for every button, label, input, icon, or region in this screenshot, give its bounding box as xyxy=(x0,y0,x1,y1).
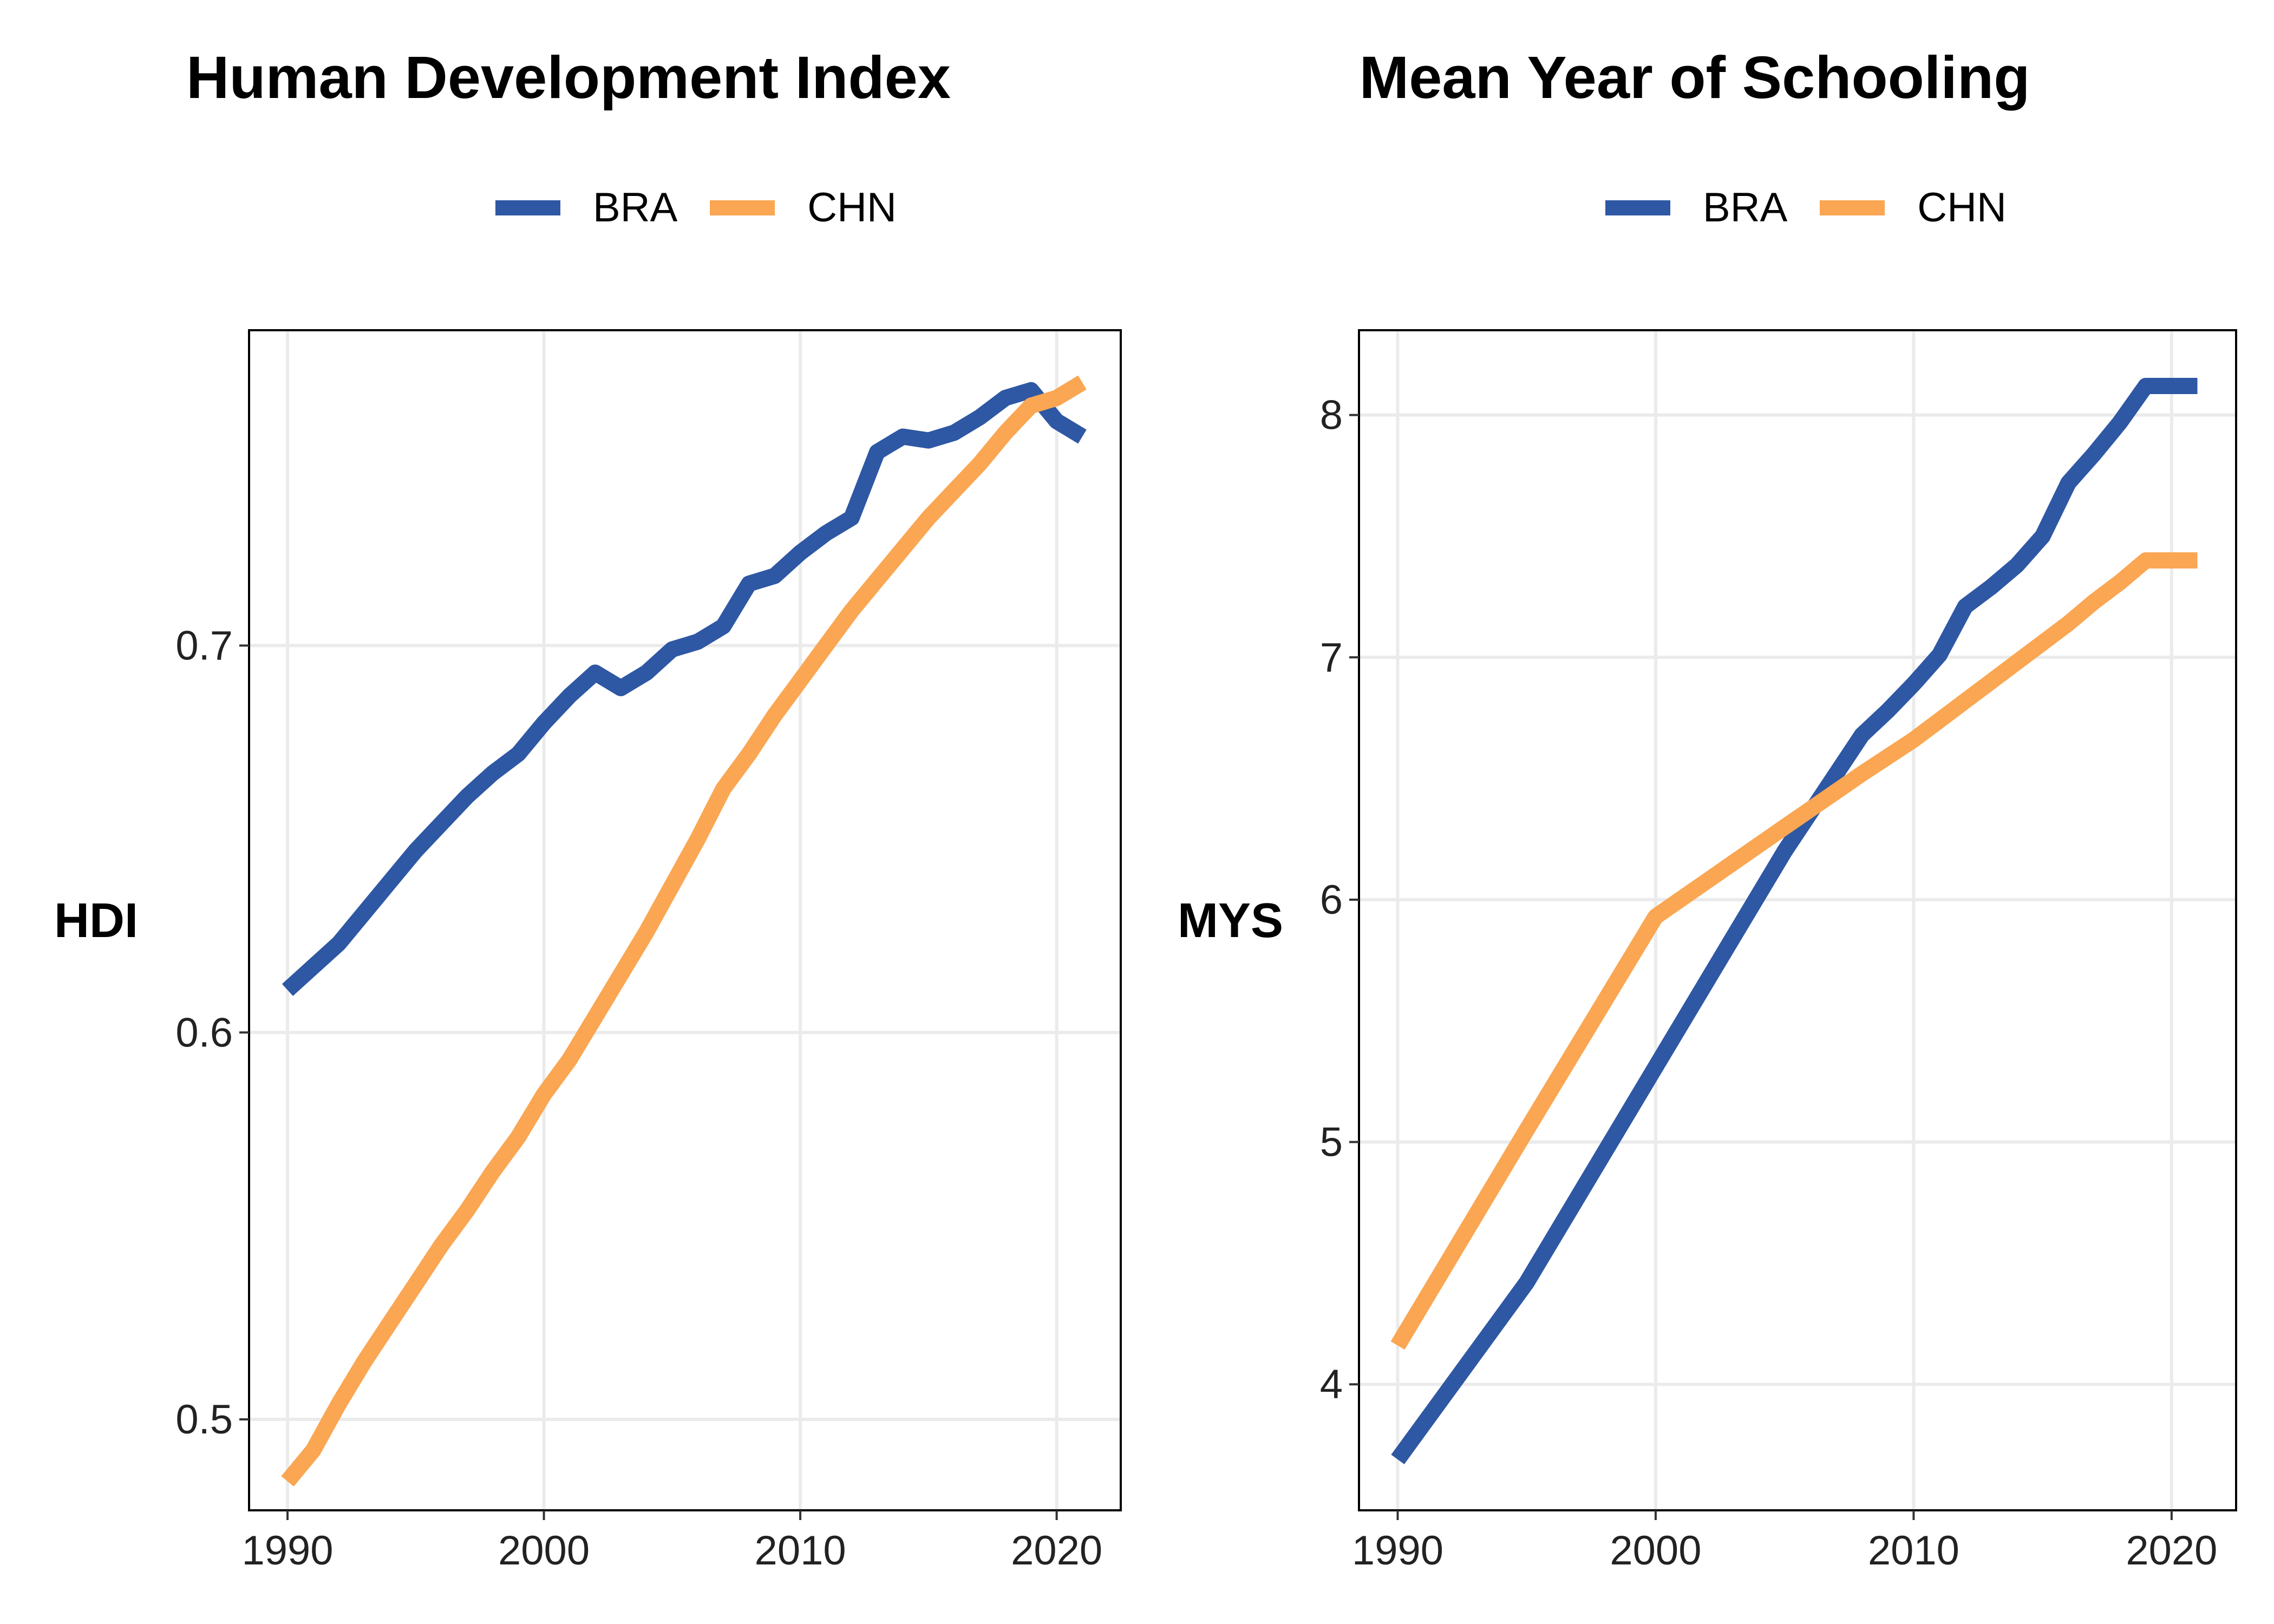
mys-series-line-bra xyxy=(1391,378,2198,1464)
hdi-y-tick-label: 0.5 xyxy=(175,1397,233,1443)
legend-label-chn: CHN xyxy=(1917,185,2007,231)
hdi-x-tick-label: 2000 xyxy=(498,1528,590,1574)
legend-key-chn xyxy=(1820,200,1885,215)
mys-chart-panel: Mean Year of Schooling BRA CHN MYS 1990 2… xyxy=(1115,0,2274,1624)
legend-label-chn: CHN xyxy=(807,185,897,231)
mys-y-axis-label: MYS xyxy=(1178,894,1284,948)
legend-key-bra xyxy=(1605,200,1670,215)
hdi-chart-panel: Human Development Index BRA CHN HDI 1990… xyxy=(54,44,1122,1574)
legend-item-chn: CHN xyxy=(1820,184,2007,231)
mys-x-tick-label: 2020 xyxy=(2126,1528,2217,1574)
mys-legend: BRA CHN xyxy=(1605,184,2039,231)
mys-x-tick-label: 2010 xyxy=(1868,1528,1959,1574)
hdi-series-line-chn xyxy=(281,375,1087,1487)
mys-series-line-chn xyxy=(1390,552,2198,1350)
hdi-legend: BRA CHN xyxy=(495,184,929,231)
hdi-x-tick-label: 2010 xyxy=(755,1528,846,1574)
mys-y-tick-label: 5 xyxy=(1320,1119,1343,1165)
hdi-x-tick-label: 2020 xyxy=(1011,1528,1102,1574)
hdi-panel-border xyxy=(248,329,1122,1511)
legend-item-chn: CHN xyxy=(710,184,897,231)
mys-y-tick-label: 6 xyxy=(1320,877,1343,923)
hdi-y-axis-label: HDI xyxy=(54,894,138,948)
mys-chart-title: Mean Year of Schooling xyxy=(1359,44,2030,111)
legend-label-bra: BRA xyxy=(1703,185,1788,231)
hdi-chart-title: Human Development Index xyxy=(186,44,951,111)
hdi-y-tick-label: 0.6 xyxy=(175,1010,233,1056)
mys-panel-border xyxy=(1358,329,2237,1511)
legend-label-bra: BRA xyxy=(593,185,678,231)
mys-y-tick-label: 7 xyxy=(1320,634,1343,680)
mys-plot: 1990 2000 2010 2020 4 5 6 7 8 xyxy=(1320,329,2237,1574)
hdi-x-tick-label: 1990 xyxy=(241,1528,333,1574)
legend-key-chn xyxy=(710,200,775,215)
hdi-plot: 1990 2000 2010 2020 0.5 0.6 0.7 xyxy=(175,329,1122,1574)
hdi-series-line-bra xyxy=(282,382,1087,996)
mys-x-tick-label: 2000 xyxy=(1610,1528,1701,1574)
mys-x-tick-label: 1990 xyxy=(1352,1528,1443,1574)
legend-key-bra xyxy=(495,200,560,215)
legend-item-bra: BRA xyxy=(1605,184,1787,231)
hdi-y-tick-label: 0.7 xyxy=(175,623,233,669)
legend-item-bra: BRA xyxy=(495,184,677,231)
mys-y-tick-label: 8 xyxy=(1320,392,1343,438)
mys-y-tick-label: 4 xyxy=(1320,1361,1343,1407)
